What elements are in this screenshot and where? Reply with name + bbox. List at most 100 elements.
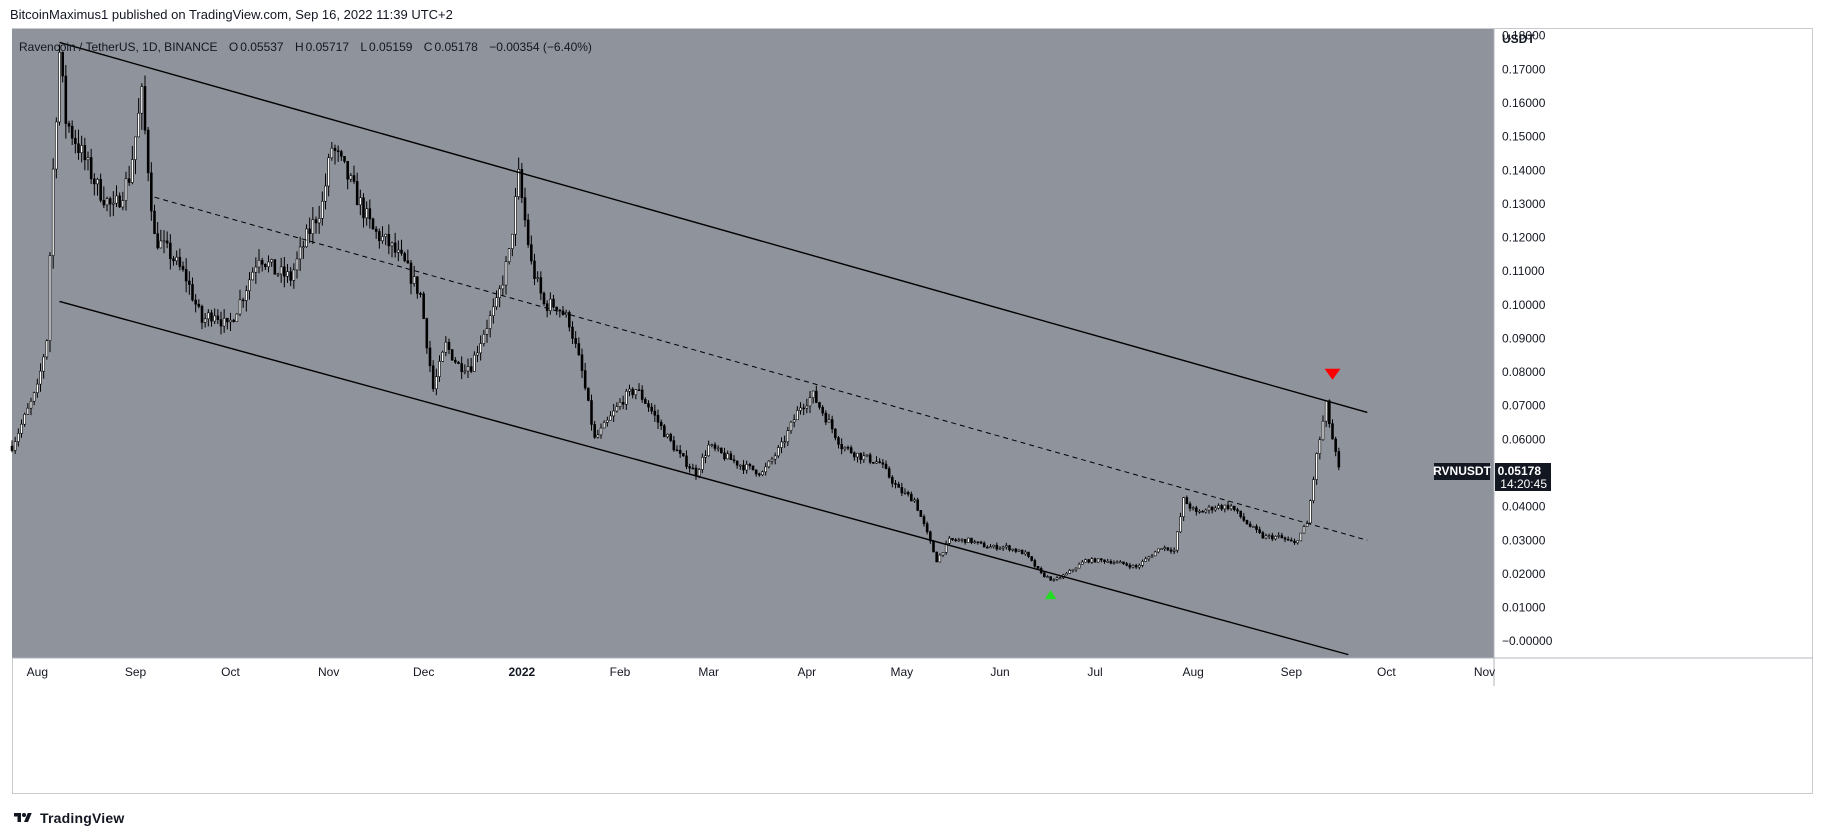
candle-down[interactable] xyxy=(188,280,191,285)
candle-down[interactable] xyxy=(682,453,685,457)
candle-up[interactable] xyxy=(1011,548,1014,551)
candle-down[interactable] xyxy=(815,390,818,403)
candle-up[interactable] xyxy=(207,312,210,320)
candle-down[interactable] xyxy=(1043,572,1046,578)
candle-down[interactable] xyxy=(688,466,691,469)
candle-up[interactable] xyxy=(131,159,134,183)
candle-down[interactable] xyxy=(916,499,919,511)
candle-up[interactable] xyxy=(609,415,612,421)
candle-down[interactable] xyxy=(400,249,403,254)
candle-down[interactable] xyxy=(1239,510,1242,518)
candle-up[interactable] xyxy=(292,269,296,281)
candle-down[interactable] xyxy=(118,195,121,208)
candle-up[interactable] xyxy=(267,261,270,268)
channel-upper-line[interactable] xyxy=(59,41,1368,414)
candle-down[interactable] xyxy=(10,445,14,451)
candle-down[interactable] xyxy=(419,293,422,295)
candle-down[interactable] xyxy=(758,473,761,476)
candle-down[interactable] xyxy=(197,303,201,307)
candle-down[interactable] xyxy=(1109,561,1113,564)
candle-down[interactable] xyxy=(210,312,213,322)
candle-up[interactable] xyxy=(1074,567,1078,571)
candle-up[interactable] xyxy=(628,388,631,392)
candle-down[interactable] xyxy=(1020,549,1024,555)
candle-down[interactable] xyxy=(1236,509,1239,512)
candle-down[interactable] xyxy=(659,421,663,427)
candle-up[interactable] xyxy=(257,260,261,268)
channel-lower-line[interactable] xyxy=(59,300,1349,656)
candle-up[interactable] xyxy=(482,333,486,344)
candle-down[interactable] xyxy=(583,370,587,389)
candle-up[interactable] xyxy=(618,402,622,407)
candle-down[interactable] xyxy=(1027,551,1030,557)
plot-area[interactable] xyxy=(12,29,1494,658)
candle-down[interactable] xyxy=(469,366,473,372)
candle-down[interactable] xyxy=(735,460,739,466)
candle-down[interactable] xyxy=(232,319,235,323)
candle-down[interactable] xyxy=(884,463,888,469)
candle-up[interactable] xyxy=(704,455,707,458)
candle-down[interactable] xyxy=(568,312,571,328)
candle-up[interactable] xyxy=(701,457,704,470)
candle-down[interactable] xyxy=(919,510,923,517)
candle-down[interactable] xyxy=(694,467,698,477)
candle-down[interactable] xyxy=(102,200,106,206)
candle-up[interactable] xyxy=(764,466,767,473)
candle-down[interactable] xyxy=(1331,423,1334,440)
candle-up[interactable] xyxy=(1223,504,1227,510)
candle-down[interactable] xyxy=(343,155,346,162)
candle-up[interactable] xyxy=(115,195,118,204)
candle-up[interactable] xyxy=(17,433,20,442)
candle-down[interactable] xyxy=(1014,548,1018,552)
candle-up[interactable] xyxy=(26,407,30,415)
candle-down[interactable] xyxy=(675,449,679,452)
candle-down[interactable] xyxy=(425,318,429,349)
candle-down[interactable] xyxy=(1087,559,1090,563)
candle-up[interactable] xyxy=(1163,547,1166,549)
candle-up[interactable] xyxy=(45,340,49,358)
candle-down[interactable] xyxy=(897,484,900,488)
candle-down[interactable] xyxy=(165,240,169,244)
candle-down[interactable] xyxy=(672,440,676,451)
candle-down[interactable] xyxy=(647,403,650,408)
candle-down[interactable] xyxy=(922,516,926,525)
candle-down[interactable] xyxy=(951,537,954,541)
candle-down[interactable] xyxy=(409,262,413,284)
candle-down[interactable] xyxy=(156,233,159,249)
candle-up[interactable] xyxy=(504,261,508,286)
candle-up[interactable] xyxy=(251,271,254,281)
candle-down[interactable] xyxy=(970,537,973,543)
candle-down[interactable] xyxy=(558,309,562,312)
candle-up[interactable] xyxy=(792,419,796,423)
candle-up[interactable] xyxy=(783,441,786,444)
candle-up[interactable] xyxy=(1058,577,1062,580)
candle-down[interactable] xyxy=(678,450,682,454)
candle-down[interactable] xyxy=(393,242,397,253)
candle-down[interactable] xyxy=(1103,559,1106,562)
candle-down[interactable] xyxy=(954,539,957,542)
candle-up[interactable] xyxy=(305,228,308,248)
candle-up[interactable] xyxy=(473,354,476,372)
candle-down[interactable] xyxy=(314,219,318,224)
candle-down[interactable] xyxy=(70,125,74,139)
candle-up[interactable] xyxy=(1179,516,1182,533)
candle-down[interactable] xyxy=(368,208,372,220)
candle-down[interactable] xyxy=(631,388,634,396)
candle-down[interactable] xyxy=(1258,529,1261,533)
candle-up[interactable] xyxy=(13,441,17,451)
candle-down[interactable] xyxy=(976,541,980,544)
candle-down[interactable] xyxy=(542,292,546,305)
candle-down[interactable] xyxy=(963,538,967,543)
candle-down[interactable] xyxy=(450,349,454,361)
candle-up[interactable] xyxy=(1005,545,1008,548)
candle-up[interactable] xyxy=(435,376,438,390)
candle-down[interactable] xyxy=(1049,576,1052,581)
candle-up[interactable] xyxy=(941,552,945,556)
candle-up[interactable] xyxy=(137,112,140,138)
candle-up[interactable] xyxy=(1267,535,1271,537)
candle-down[interactable] xyxy=(587,387,590,401)
time-axis[interactable]: Aug Sep Oct Nov Dec 2022 Feb Mar Apr May Jun Jul Aug… xyxy=(27,665,1496,679)
candle-up[interactable] xyxy=(944,543,948,553)
candle-down[interactable] xyxy=(891,476,894,484)
candle-up[interactable] xyxy=(967,537,970,543)
